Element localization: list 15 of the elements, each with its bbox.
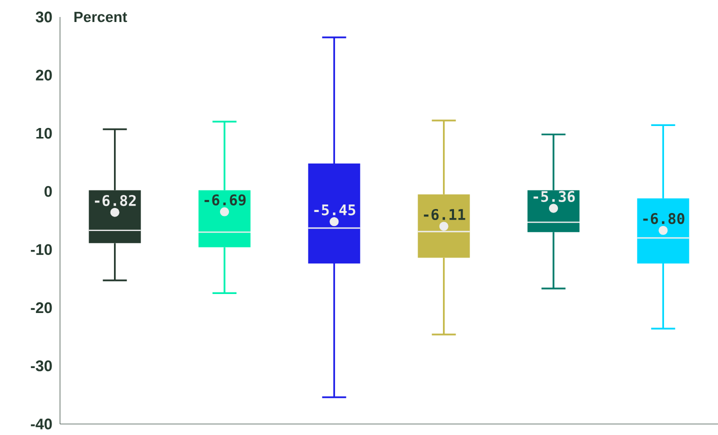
y-tick-label: -30	[30, 360, 52, 372]
annotation: -5.45	[314, 204, 356, 216]
y-tick-label: -10	[30, 244, 52, 255]
y-tick-label: -40	[30, 418, 52, 430]
y-tick-label: -20	[30, 302, 52, 314]
annotation: -5.36	[534, 190, 575, 202]
annotation: -6.11	[424, 208, 466, 220]
y-tick-label: 20	[36, 70, 52, 81]
annotation: -6.80	[643, 213, 684, 224]
annotation: -6.69	[204, 194, 246, 206]
y-tick-label: 0	[44, 186, 52, 197]
y-axis-title: Percent	[74, 12, 128, 22]
y-tick-label: 30	[36, 12, 52, 22]
y-tick-label: 10	[36, 128, 52, 139]
annotation: -6.82	[94, 194, 136, 206]
